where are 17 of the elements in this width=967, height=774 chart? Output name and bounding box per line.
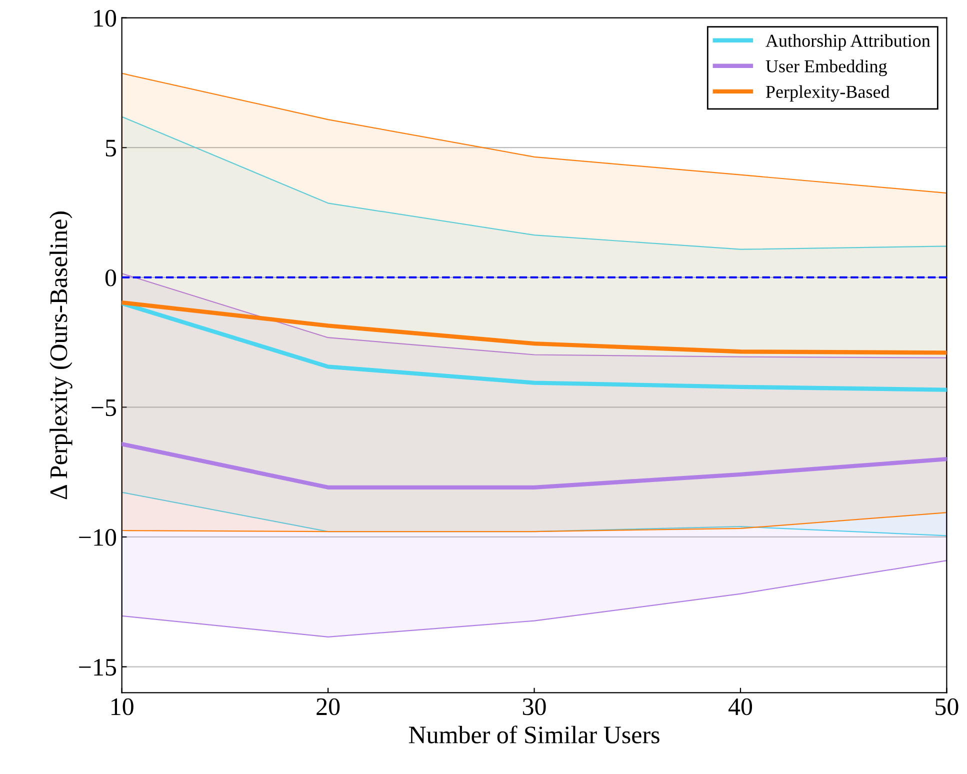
y-tick-label: −15 <box>79 658 116 676</box>
y-axis-title: Δ Perplexity (Ours-Baseline) <box>50 212 72 500</box>
legend-label: Authorship Attribution <box>766 34 930 51</box>
x-tick-label: 30 <box>522 698 546 716</box>
legend-label: User Embedding <box>766 60 887 76</box>
y-tick-label: 0 <box>105 269 116 286</box>
x-tick-label: 20 <box>316 698 340 716</box>
y-tick-label: −5 <box>92 399 116 416</box>
legend-label: Perplexity-Based <box>766 85 890 102</box>
y-tick-label: −10 <box>79 529 116 546</box>
line-series <box>122 442 947 490</box>
x-tick-label: 40 <box>728 698 752 716</box>
y-tick-label: 10 <box>94 10 116 27</box>
x-axis-title: Number of Similar Users <box>408 726 660 744</box>
y-tick-label: 5 <box>106 140 116 157</box>
x-tick-label: 50 <box>936 698 958 716</box>
line-series <box>122 300 947 355</box>
